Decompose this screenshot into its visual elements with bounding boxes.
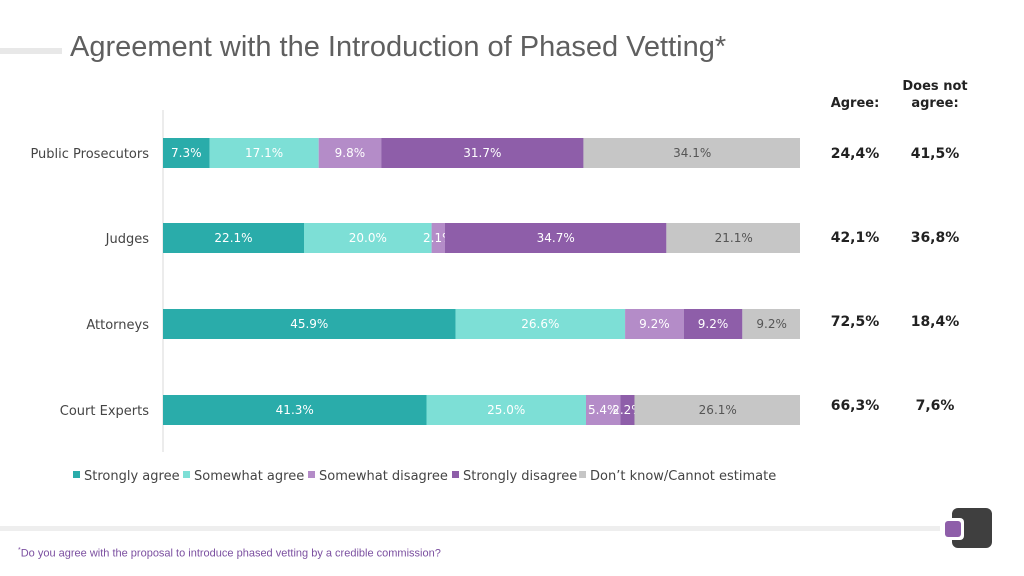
bar-somewhat-agree-public-prosecutors [209,138,319,168]
data-label-don-t-know-cannot-estimate-public-prosecutors: 34.1% [673,146,711,160]
bar-somewhat-disagree-attorneys [625,309,684,339]
data-label-don-t-know-cannot-estimate-judges: 21.1% [715,231,753,245]
footnote-text: Do you agree with the proposal to introd… [20,547,441,560]
agree-value-court-experts: 66,3% [830,398,880,414]
bar-strongly-agree-court-experts [163,395,427,425]
chart-title: Agreement with the Introduction of Phase… [70,31,727,63]
bar-somewhat-disagree-court-experts [585,395,621,425]
agree-value-public-prosecutors: 24,4% [830,146,880,162]
bar-don-t-know-cannot-estimate-attorneys [742,309,800,339]
legend-label-somewhat-agree: Somewhat agree [194,469,304,484]
bar-don-t-know-cannot-estimate-public-prosecutors [583,138,800,168]
bar-strongly-disagree-attorneys [683,309,743,339]
bar-strongly-agree-judges [163,223,304,253]
bar-somewhat-disagree-judges [431,223,445,253]
legend-swatch-strongly-disagree [452,471,459,478]
data-label-somewhat-disagree-attorneys: 9.2% [639,317,670,331]
legend-swatch-don-t-know-cannot-estimate [579,471,586,478]
bar-strongly-disagree-court-experts [620,395,635,425]
legend-label-somewhat-disagree: Somewhat disagree [319,469,448,484]
not-agree-value-court-experts: 7,6% [915,398,955,414]
stacked-bar-chart: Public Prosecutors 7.3% 17.1% 9.8% 31.7% 34.1… [30,110,800,484]
legend-swatch-somewhat-agree [183,471,190,478]
legend-label-don-t-know-cannot-estimate: Don’t know/Cannot estimate [590,469,776,484]
legend-swatch-somewhat-disagree [308,471,315,478]
not-agree-header: Does not agree: [902,79,968,111]
data-label-strongly-agree-attorneys: 45.9% [290,317,328,331]
bar-somewhat-disagree-public-prosecutors [318,138,382,168]
not-agree-value-judges: 36,8% [910,230,960,246]
data-label-somewhat-agree-public-prosecutors: 17.1% [245,146,283,160]
data-label-don-t-know-cannot-estimate-court-experts: 26.1% [699,403,737,417]
data-label-somewhat-agree-attorneys: 26.6% [521,317,559,331]
legend-label-strongly-agree: Strongly agree [84,469,180,484]
data-label-somewhat-agree-court-experts: 25.0% [487,403,525,417]
data-label-somewhat-agree-judges: 20.0% [349,231,387,245]
data-label-strongly-disagree-public-prosecutors: 31.7% [463,146,501,160]
bar-don-t-know-cannot-estimate-judges [666,223,800,253]
not-agree-value-attorneys: 18,4% [910,314,960,330]
data-label-don-t-know-cannot-estimate-attorneys: 9.2% [756,317,787,331]
data-label-strongly-agree-public-prosecutors: 7.3% [171,146,202,160]
data-label-strongly-disagree-judges: 34.7% [537,231,575,245]
bar-strongly-disagree-public-prosecutors [381,138,584,168]
category-label-attorneys: Attorneys [86,318,149,333]
footnote-marker: * [18,547,21,554]
legend-swatch-strongly-agree [73,471,80,478]
category-label-judges: Judges [105,232,150,247]
bar-somewhat-agree-judges [303,223,432,253]
bar-somewhat-agree-court-experts [426,395,586,425]
data-label-somewhat-disagree-court-experts: 5.4% [588,403,619,417]
bar-strongly-agree-public-prosecutors [163,138,210,168]
category-label-public-prosecutors: Public Prosecutors [30,147,149,162]
data-label-strongly-agree-judges: 22.1% [214,231,252,245]
legend-label-strongly-disagree: Strongly disagree [463,469,577,484]
bar-somewhat-agree-attorneys [455,309,626,339]
footer-divider [0,526,940,531]
brand-logo-icon [942,508,992,548]
data-label-strongly-agree-court-experts: 41.3% [276,403,314,417]
not-agree-value-public-prosecutors: 41,5% [910,146,960,162]
agree-value-judges: 42,1% [830,230,880,246]
footnote: *Do you agree with the proposal to intro… [18,547,441,560]
title-accent-bar [0,48,62,54]
bar-strongly-agree-attorneys [163,309,456,339]
agree-header: Agree: [830,96,880,111]
bar-strongly-disagree-judges [444,223,667,253]
agree-value-attorneys: 72,5% [830,314,880,330]
category-label-court-experts: Court Experts [60,404,149,419]
data-label-strongly-disagree-attorneys: 9.2% [698,317,729,331]
data-label-somewhat-disagree-public-prosecutors: 9.8% [335,146,366,160]
bar-don-t-know-cannot-estimate-court-experts [634,395,800,425]
